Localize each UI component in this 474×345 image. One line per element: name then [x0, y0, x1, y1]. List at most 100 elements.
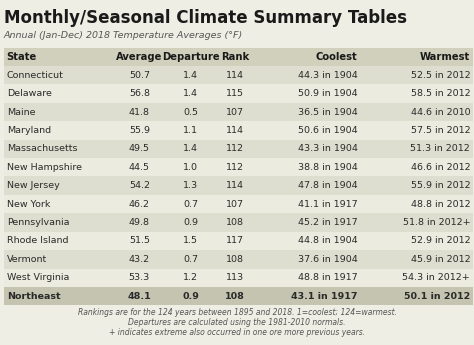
- Text: 1.5: 1.5: [183, 236, 198, 245]
- Bar: [4, 158, 473, 177]
- Text: 1.0: 1.0: [183, 163, 198, 172]
- Bar: [4, 140, 473, 158]
- Text: 55.9 in 2012: 55.9 in 2012: [410, 181, 470, 190]
- Text: 1.4: 1.4: [183, 144, 198, 154]
- Text: 44.5: 44.5: [129, 163, 150, 172]
- Bar: [4, 268, 473, 287]
- Text: 0.9: 0.9: [182, 292, 199, 300]
- Text: 52.5 in 2012: 52.5 in 2012: [410, 71, 470, 80]
- Text: 41.8: 41.8: [129, 108, 150, 117]
- Text: 114: 114: [226, 71, 244, 80]
- Text: 48.8 in 2012: 48.8 in 2012: [410, 199, 470, 209]
- Bar: [4, 48, 473, 66]
- Text: 41.1 in 1917: 41.1 in 1917: [298, 199, 357, 209]
- Text: 37.6 in 1904: 37.6 in 1904: [298, 255, 357, 264]
- Text: 49.8: 49.8: [129, 218, 150, 227]
- Text: Rankings are for the 124 years between 1895 and 2018. 1=coolest; 124=warmest.: Rankings are for the 124 years between 1…: [78, 308, 396, 317]
- Bar: [4, 121, 473, 140]
- Text: Monthly/Seasonal Climate Summary Tables: Monthly/Seasonal Climate Summary Tables: [4, 9, 407, 27]
- Text: Rank: Rank: [221, 52, 249, 62]
- Text: Connecticut: Connecticut: [7, 71, 64, 80]
- Text: New York: New York: [7, 199, 50, 209]
- Text: 51.8 in 2012+: 51.8 in 2012+: [402, 218, 470, 227]
- Text: 43.3 in 1904: 43.3 in 1904: [298, 144, 357, 154]
- Bar: [4, 250, 473, 268]
- Text: 1.2: 1.2: [183, 273, 198, 282]
- Text: + indicates extreme also occurred in one ore more previous years.: + indicates extreme also occurred in one…: [109, 328, 365, 337]
- Text: 54.2: 54.2: [129, 181, 150, 190]
- Text: 45.2 in 1917: 45.2 in 1917: [298, 218, 357, 227]
- Text: 115: 115: [226, 89, 244, 98]
- Text: 112: 112: [226, 163, 244, 172]
- Text: State: State: [7, 52, 37, 62]
- Text: 1.3: 1.3: [183, 181, 198, 190]
- Text: 58.5 in 2012: 58.5 in 2012: [410, 89, 470, 98]
- Text: 50.1 in 2012: 50.1 in 2012: [404, 292, 470, 300]
- Text: Rhode Island: Rhode Island: [7, 236, 68, 245]
- Text: 0.7: 0.7: [183, 199, 198, 209]
- Bar: [4, 195, 473, 213]
- Text: Average: Average: [116, 52, 163, 62]
- Text: 107: 107: [226, 199, 244, 209]
- Text: 108: 108: [226, 255, 244, 264]
- Text: 0.9: 0.9: [183, 218, 198, 227]
- Text: 48.1: 48.1: [128, 292, 151, 300]
- Text: 48.8 in 1917: 48.8 in 1917: [298, 273, 357, 282]
- Text: Departures are calculated using the 1981-2010 normals.: Departures are calculated using the 1981…: [128, 318, 346, 327]
- Bar: [4, 232, 473, 250]
- Text: 43.2: 43.2: [129, 255, 150, 264]
- Text: 51.3 in 2012: 51.3 in 2012: [410, 144, 470, 154]
- Bar: [4, 103, 473, 121]
- Text: Vermont: Vermont: [7, 255, 47, 264]
- Bar: [4, 85, 473, 103]
- Text: 36.5 in 1904: 36.5 in 1904: [298, 108, 357, 117]
- Text: 108: 108: [226, 218, 244, 227]
- Text: 107: 107: [226, 108, 244, 117]
- Text: 50.6 in 1904: 50.6 in 1904: [298, 126, 357, 135]
- Text: Maryland: Maryland: [7, 126, 51, 135]
- Text: 44.6 in 2010: 44.6 in 2010: [410, 108, 470, 117]
- Bar: [4, 213, 473, 232]
- Text: 114: 114: [226, 181, 244, 190]
- Text: 114: 114: [226, 126, 244, 135]
- Text: Maine: Maine: [7, 108, 35, 117]
- Text: Massachusetts: Massachusetts: [7, 144, 77, 154]
- Text: New Hampshire: New Hampshire: [7, 163, 82, 172]
- Text: 113: 113: [226, 273, 244, 282]
- Text: 45.9 in 2012: 45.9 in 2012: [410, 255, 470, 264]
- Text: 112: 112: [226, 144, 244, 154]
- Text: 46.6 in 2012: 46.6 in 2012: [410, 163, 470, 172]
- Text: Pennsylvania: Pennsylvania: [7, 218, 69, 227]
- Text: 0.7: 0.7: [183, 255, 198, 264]
- Text: 38.8 in 1904: 38.8 in 1904: [298, 163, 357, 172]
- Text: Northeast: Northeast: [7, 292, 60, 300]
- Text: 1.1: 1.1: [183, 126, 198, 135]
- Bar: [4, 66, 473, 85]
- Text: 50.9 in 1904: 50.9 in 1904: [298, 89, 357, 98]
- Text: 0.5: 0.5: [183, 108, 198, 117]
- Text: New Jersey: New Jersey: [7, 181, 59, 190]
- Text: Delaware: Delaware: [7, 89, 52, 98]
- Text: Annual (Jan-Dec) 2018 Temperature Averages (°F): Annual (Jan-Dec) 2018 Temperature Averag…: [4, 31, 243, 40]
- Bar: [4, 177, 473, 195]
- Text: 49.5: 49.5: [129, 144, 150, 154]
- Text: 56.8: 56.8: [129, 89, 150, 98]
- Text: 50.7: 50.7: [129, 71, 150, 80]
- Text: 117: 117: [226, 236, 244, 245]
- Text: Departure: Departure: [162, 52, 219, 62]
- Text: 54.3 in 2012+: 54.3 in 2012+: [402, 273, 470, 282]
- Text: 53.3: 53.3: [129, 273, 150, 282]
- Text: 43.1 in 1917: 43.1 in 1917: [291, 292, 357, 300]
- Text: 47.8 in 1904: 47.8 in 1904: [298, 181, 357, 190]
- Text: 51.5: 51.5: [129, 236, 150, 245]
- Text: Warmest: Warmest: [420, 52, 470, 62]
- Text: 1.4: 1.4: [183, 71, 198, 80]
- Text: 46.2: 46.2: [129, 199, 150, 209]
- Bar: [4, 287, 473, 305]
- Text: 55.9: 55.9: [129, 126, 150, 135]
- Text: West Virginia: West Virginia: [7, 273, 69, 282]
- Text: 52.9 in 2012: 52.9 in 2012: [410, 236, 470, 245]
- Text: 1.4: 1.4: [183, 89, 198, 98]
- Text: 108: 108: [225, 292, 245, 300]
- Text: 44.3 in 1904: 44.3 in 1904: [298, 71, 357, 80]
